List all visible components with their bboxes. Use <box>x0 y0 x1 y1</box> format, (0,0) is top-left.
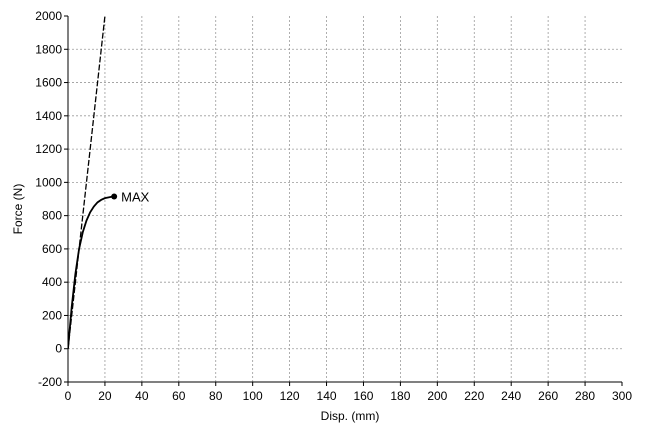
y-tick-label: 400 <box>42 275 62 289</box>
x-tick-label: 160 <box>353 389 373 403</box>
max-point-marker <box>111 193 118 200</box>
x-tick-label: 180 <box>390 389 410 403</box>
x-tick-label: 240 <box>501 389 521 403</box>
x-axis-title: Disp. (mm) <box>321 409 380 423</box>
x-tick-label: 60 <box>172 389 186 403</box>
x-tick-label: 200 <box>427 389 447 403</box>
y-tick-label: 200 <box>42 308 62 322</box>
y-tick-label: 800 <box>42 209 62 223</box>
y-tick-label: 1400 <box>35 109 62 123</box>
x-tick-label: 100 <box>243 389 263 403</box>
x-tick-label: 280 <box>575 389 595 403</box>
x-tick-label: 80 <box>209 389 223 403</box>
x-tick-label: 120 <box>280 389 300 403</box>
x-tick-label: 140 <box>317 389 337 403</box>
max-label: MAX <box>121 190 149 205</box>
y-tick-label: 1600 <box>35 76 62 90</box>
x-tick-label: 0 <box>65 389 72 403</box>
y-tick-label: 0 <box>55 342 62 356</box>
plot-area <box>68 16 622 382</box>
x-tick-label: 40 <box>135 389 149 403</box>
y-tick-label: 1000 <box>35 175 62 189</box>
x-tick-label: 260 <box>538 389 558 403</box>
x-tick-label: 220 <box>464 389 484 403</box>
x-tick-label: 300 <box>612 389 632 403</box>
y-axis-title: Force (N) <box>11 184 25 235</box>
y-tick-label: 1800 <box>35 42 62 56</box>
y-tick-label: 1200 <box>35 142 62 156</box>
y-tick-label: 2000 <box>35 9 62 23</box>
y-tick-label: 600 <box>42 242 62 256</box>
x-tick-label: 20 <box>98 389 112 403</box>
y-tick-label: -200 <box>38 375 62 389</box>
